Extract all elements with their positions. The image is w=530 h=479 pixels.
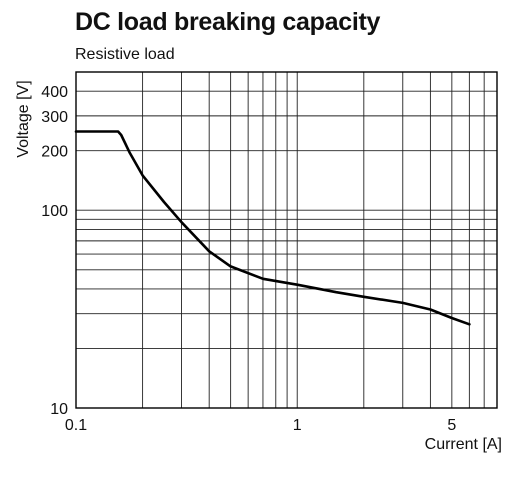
chart-title: DC load breaking capacity (75, 8, 381, 36)
grid (76, 72, 497, 408)
x-tick-label: 1 (293, 417, 302, 434)
series-lines (74, 130, 471, 326)
y-tick-label: 400 (41, 84, 68, 101)
chart-subtitle: Resistive load (75, 46, 175, 63)
x-tick-label: 0.1 (65, 417, 87, 434)
y-tick-label: 100 (41, 203, 68, 220)
x-tick-label: 5 (447, 417, 456, 434)
plot-frame (75, 71, 498, 409)
x-tick-labels: 0.1 1 5 (65, 417, 457, 434)
y-tick-label: 200 (41, 144, 68, 161)
y-tick-label: 10 (50, 401, 68, 418)
y-axis-label: Voltage [V] (15, 80, 32, 158)
x-axis-label: Current [A] (424, 436, 502, 453)
y-tick-labels: 10 100 200 300 400 (41, 84, 68, 418)
series-line (74, 130, 471, 326)
y-tick-label: 300 (41, 109, 68, 126)
